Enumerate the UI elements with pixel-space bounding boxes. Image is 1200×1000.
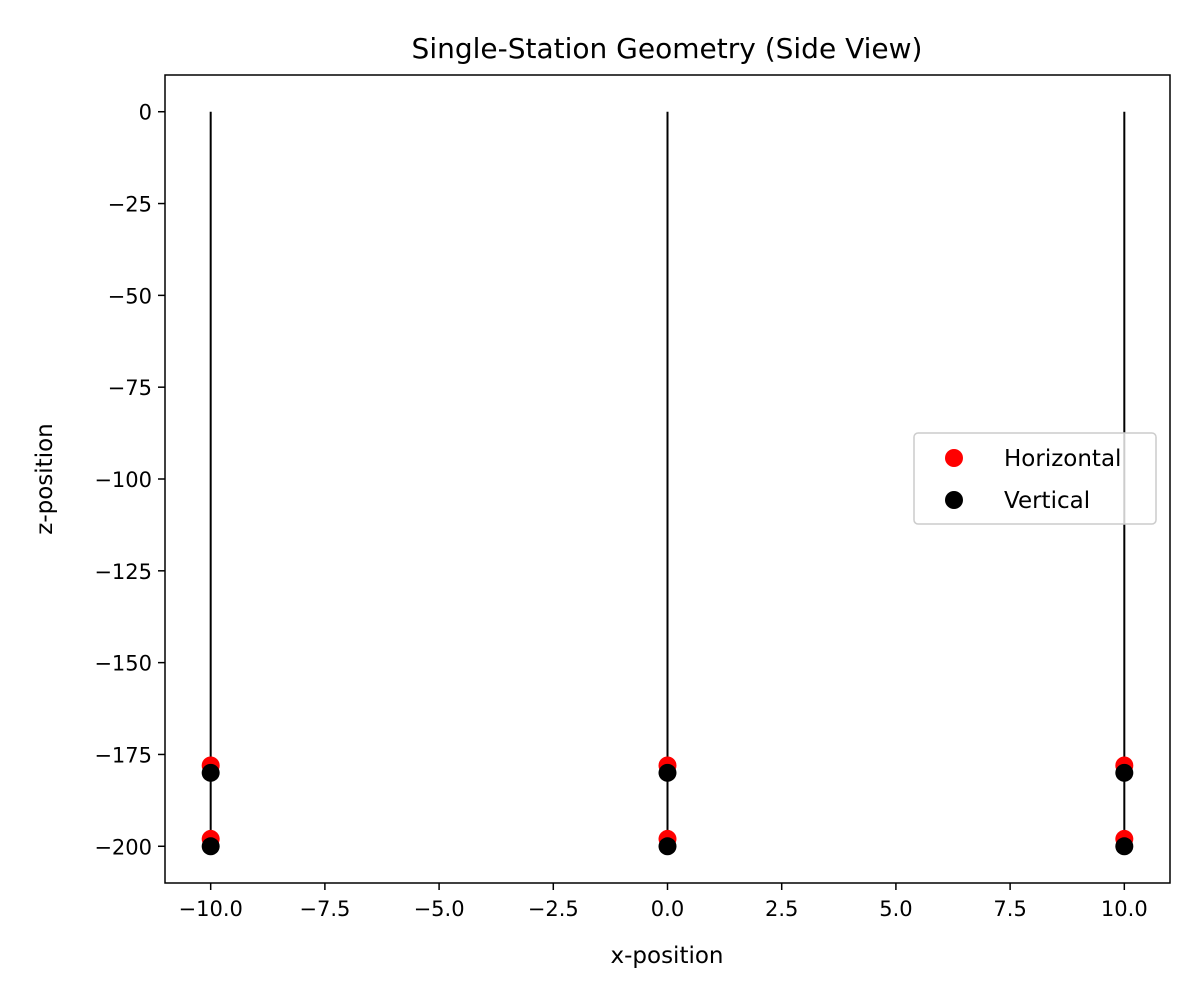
y-axis-ticks: 0 −25 −50 −75 −100 −125 −150 −175 −200 [94, 101, 165, 859]
y-axis-label: z-position [32, 423, 58, 534]
y-tick-label: −175 [94, 743, 152, 767]
y-tick-label: −75 [108, 376, 152, 400]
legend-entries: Horizontal Vertical [945, 446, 1121, 514]
vertical-point-4 [1115, 763, 1134, 782]
x-axis-ticks: −10.0 −7.5 −5.0 −2.5 0.0 2.5 5.0 7.5 10.0 [179, 883, 1148, 921]
points-layer [201, 756, 1134, 856]
legend-box [913, 432, 1157, 525]
legend-marker-horizontal [945, 449, 963, 467]
y-tick-label: −200 [94, 835, 152, 859]
legend: Horizontal Vertical [913, 432, 1157, 525]
x-tick-label: −7.5 [299, 897, 350, 921]
y-tick-label: 0 [139, 101, 152, 125]
legend-label-horizontal: Horizontal [1004, 446, 1121, 472]
legend-marker-vertical [945, 491, 963, 509]
legend-label-vertical: Vertical [1004, 488, 1090, 514]
x-tick-label: 7.5 [993, 897, 1026, 921]
y-tick-label: −100 [94, 468, 152, 492]
vertical-point-3 [658, 837, 677, 856]
x-axis-label: x-position [610, 943, 723, 969]
y-tick-label: −125 [94, 560, 152, 584]
x-tick-label: −10.0 [179, 897, 243, 921]
vertical-point-2 [658, 763, 677, 782]
x-tick-label: −5.0 [414, 897, 465, 921]
x-tick-label: −2.5 [528, 897, 579, 921]
vertical-point-5 [1115, 837, 1134, 856]
vertical-point-0 [201, 763, 220, 782]
chart-title: Single-Station Geometry (Side View) [412, 32, 923, 65]
x-tick-label: 5.0 [879, 897, 912, 921]
y-tick-label: −25 [108, 193, 152, 217]
x-tick-label: 10.0 [1101, 897, 1148, 921]
x-tick-label: 2.5 [765, 897, 798, 921]
vertical-point-1 [201, 837, 220, 856]
x-tick-label: 0.0 [651, 897, 684, 921]
y-tick-label: −50 [108, 284, 152, 308]
y-tick-label: −150 [94, 652, 152, 676]
